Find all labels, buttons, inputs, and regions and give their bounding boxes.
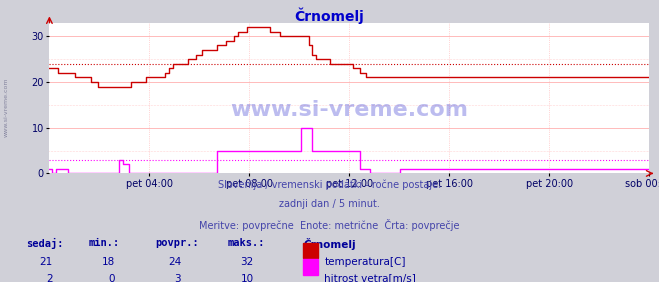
Text: Meritve: povprečne  Enote: metrične  Črta: povprečje: Meritve: povprečne Enote: metrične Črta:… [199,219,460,231]
Text: 0: 0 [109,274,115,282]
Text: 2: 2 [46,274,53,282]
Text: www.si-vreme.com: www.si-vreme.com [230,100,469,120]
Text: povpr.:: povpr.: [155,238,198,248]
Text: temperatura[C]: temperatura[C] [324,257,406,266]
Text: 21: 21 [40,257,53,266]
Text: 10: 10 [241,274,254,282]
Text: www.si-vreme.com: www.si-vreme.com [3,78,9,137]
Text: zadnji dan / 5 minut.: zadnji dan / 5 minut. [279,199,380,209]
Text: sedaj:: sedaj: [26,238,64,249]
Text: 24: 24 [168,257,181,266]
Text: Črnomelj: Črnomelj [303,238,356,250]
Text: min.:: min.: [89,238,120,248]
Text: 32: 32 [241,257,254,266]
Text: Črnomelj: Črnomelj [295,7,364,24]
Text: 3: 3 [175,274,181,282]
Text: maks.:: maks.: [227,238,265,248]
Text: Slovenija / vremenski podatki - ročne postaje.: Slovenija / vremenski podatki - ročne po… [218,179,441,190]
Text: 18: 18 [102,257,115,266]
Text: hitrost vetra[m/s]: hitrost vetra[m/s] [324,274,416,282]
